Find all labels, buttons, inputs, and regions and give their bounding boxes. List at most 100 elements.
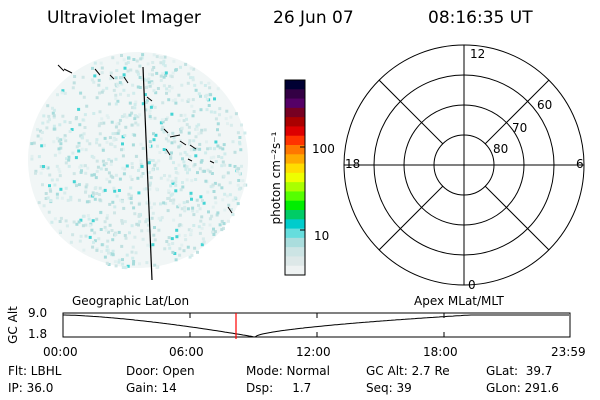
image-pixel xyxy=(120,200,124,204)
image-pixel xyxy=(50,220,54,224)
image-pixel xyxy=(100,250,103,253)
image-pixel xyxy=(103,225,107,229)
image-pixel xyxy=(190,253,194,257)
timeline-xtick-1800: 18:00 xyxy=(423,345,458,359)
image-pixel xyxy=(167,189,171,193)
coastline-segment xyxy=(146,96,153,102)
image-pixel xyxy=(115,82,119,86)
image-pixel xyxy=(95,247,99,251)
image-pixel xyxy=(152,132,155,136)
image-pixel xyxy=(138,262,141,266)
image-pixel xyxy=(152,89,156,93)
image-pixel xyxy=(156,167,159,171)
image-pixel xyxy=(167,243,171,246)
image-pixel xyxy=(164,117,168,121)
image-pixel xyxy=(209,156,213,160)
image-pixel xyxy=(81,75,85,79)
image-pixel xyxy=(121,147,125,151)
image-pixel xyxy=(107,102,111,106)
image-pixel xyxy=(169,156,173,160)
image-pixel xyxy=(237,187,241,191)
image-pixel xyxy=(143,93,147,97)
image-pixel xyxy=(201,237,205,241)
image-pixel xyxy=(51,106,54,110)
image-pixel xyxy=(126,61,130,64)
coastline-segment xyxy=(209,160,215,164)
image-pixel xyxy=(174,258,178,262)
image-pixel xyxy=(117,129,121,133)
image-pixel xyxy=(181,157,184,161)
image-pixel xyxy=(188,155,192,158)
image-pixel xyxy=(185,117,188,121)
image-pixel xyxy=(137,223,140,227)
image-pixel xyxy=(208,170,212,174)
image-pixel xyxy=(216,122,220,126)
image-pixel xyxy=(75,184,78,188)
lat-label-80: 80 xyxy=(493,142,509,156)
image-pixel xyxy=(236,183,240,187)
image-pixel xyxy=(133,212,137,216)
image-pixel xyxy=(92,173,96,177)
image-pixel xyxy=(106,214,109,217)
image-pixel xyxy=(153,116,157,120)
image-pixel xyxy=(60,196,64,200)
image-pixel xyxy=(172,198,176,202)
image-pixel xyxy=(77,183,81,187)
image-pixel xyxy=(187,72,191,76)
image-pixel xyxy=(189,229,193,232)
image-pixel xyxy=(45,126,49,130)
image-pixel xyxy=(40,131,44,134)
image-pixel xyxy=(199,195,203,199)
image-pixel xyxy=(130,111,134,115)
image-pixel xyxy=(189,76,192,80)
image-pixel xyxy=(82,164,86,168)
image-pixel xyxy=(115,69,119,72)
image-pixel xyxy=(86,166,90,170)
image-pixel xyxy=(48,184,51,188)
image-pixel xyxy=(118,177,122,181)
image-pixel xyxy=(151,73,154,77)
image-pixel xyxy=(205,140,208,144)
image-pixel xyxy=(167,196,171,200)
image-pixel xyxy=(146,218,149,222)
image-pixel xyxy=(222,222,226,225)
image-pixel xyxy=(156,144,159,148)
image-pixel xyxy=(78,165,82,169)
image-pixel xyxy=(122,88,126,92)
image-pixel xyxy=(210,214,214,218)
image-pixel xyxy=(114,76,118,80)
image-pixel xyxy=(171,131,175,135)
image-pixel xyxy=(46,166,50,170)
colorbar-swatch xyxy=(285,126,305,137)
image-pixel xyxy=(95,159,99,163)
image-pixel xyxy=(114,264,118,268)
coastline-segment xyxy=(109,74,115,80)
image-pixel xyxy=(204,151,208,155)
image-pixel xyxy=(148,109,152,112)
image-pixel xyxy=(52,114,56,118)
image-pixel xyxy=(120,54,123,57)
image-pixel xyxy=(147,170,151,174)
status-gc-alt: GC Alt: 2.7 Re xyxy=(366,364,450,378)
image-pixel xyxy=(153,238,157,242)
image-pixel xyxy=(80,169,83,173)
image-pixel xyxy=(155,55,159,59)
image-pixel xyxy=(114,97,118,101)
image-pixel xyxy=(55,192,59,196)
image-pixel xyxy=(213,97,216,101)
image-pixel xyxy=(140,78,144,81)
image-pixel xyxy=(206,168,210,172)
colorbar-swatch xyxy=(285,80,305,90)
image-pixel xyxy=(164,137,168,141)
colorbar-swatch xyxy=(285,107,305,118)
image-pixel xyxy=(228,181,232,185)
image-pixel xyxy=(202,222,206,226)
coastline-segment xyxy=(165,148,171,156)
image-pixel xyxy=(166,139,170,143)
image-pixel xyxy=(160,118,164,122)
image-pixel xyxy=(238,136,242,139)
image-pixel xyxy=(169,154,173,158)
polar-diagonal-1 xyxy=(484,79,550,145)
coastline-segment xyxy=(123,76,129,84)
image-pixel xyxy=(77,198,81,202)
